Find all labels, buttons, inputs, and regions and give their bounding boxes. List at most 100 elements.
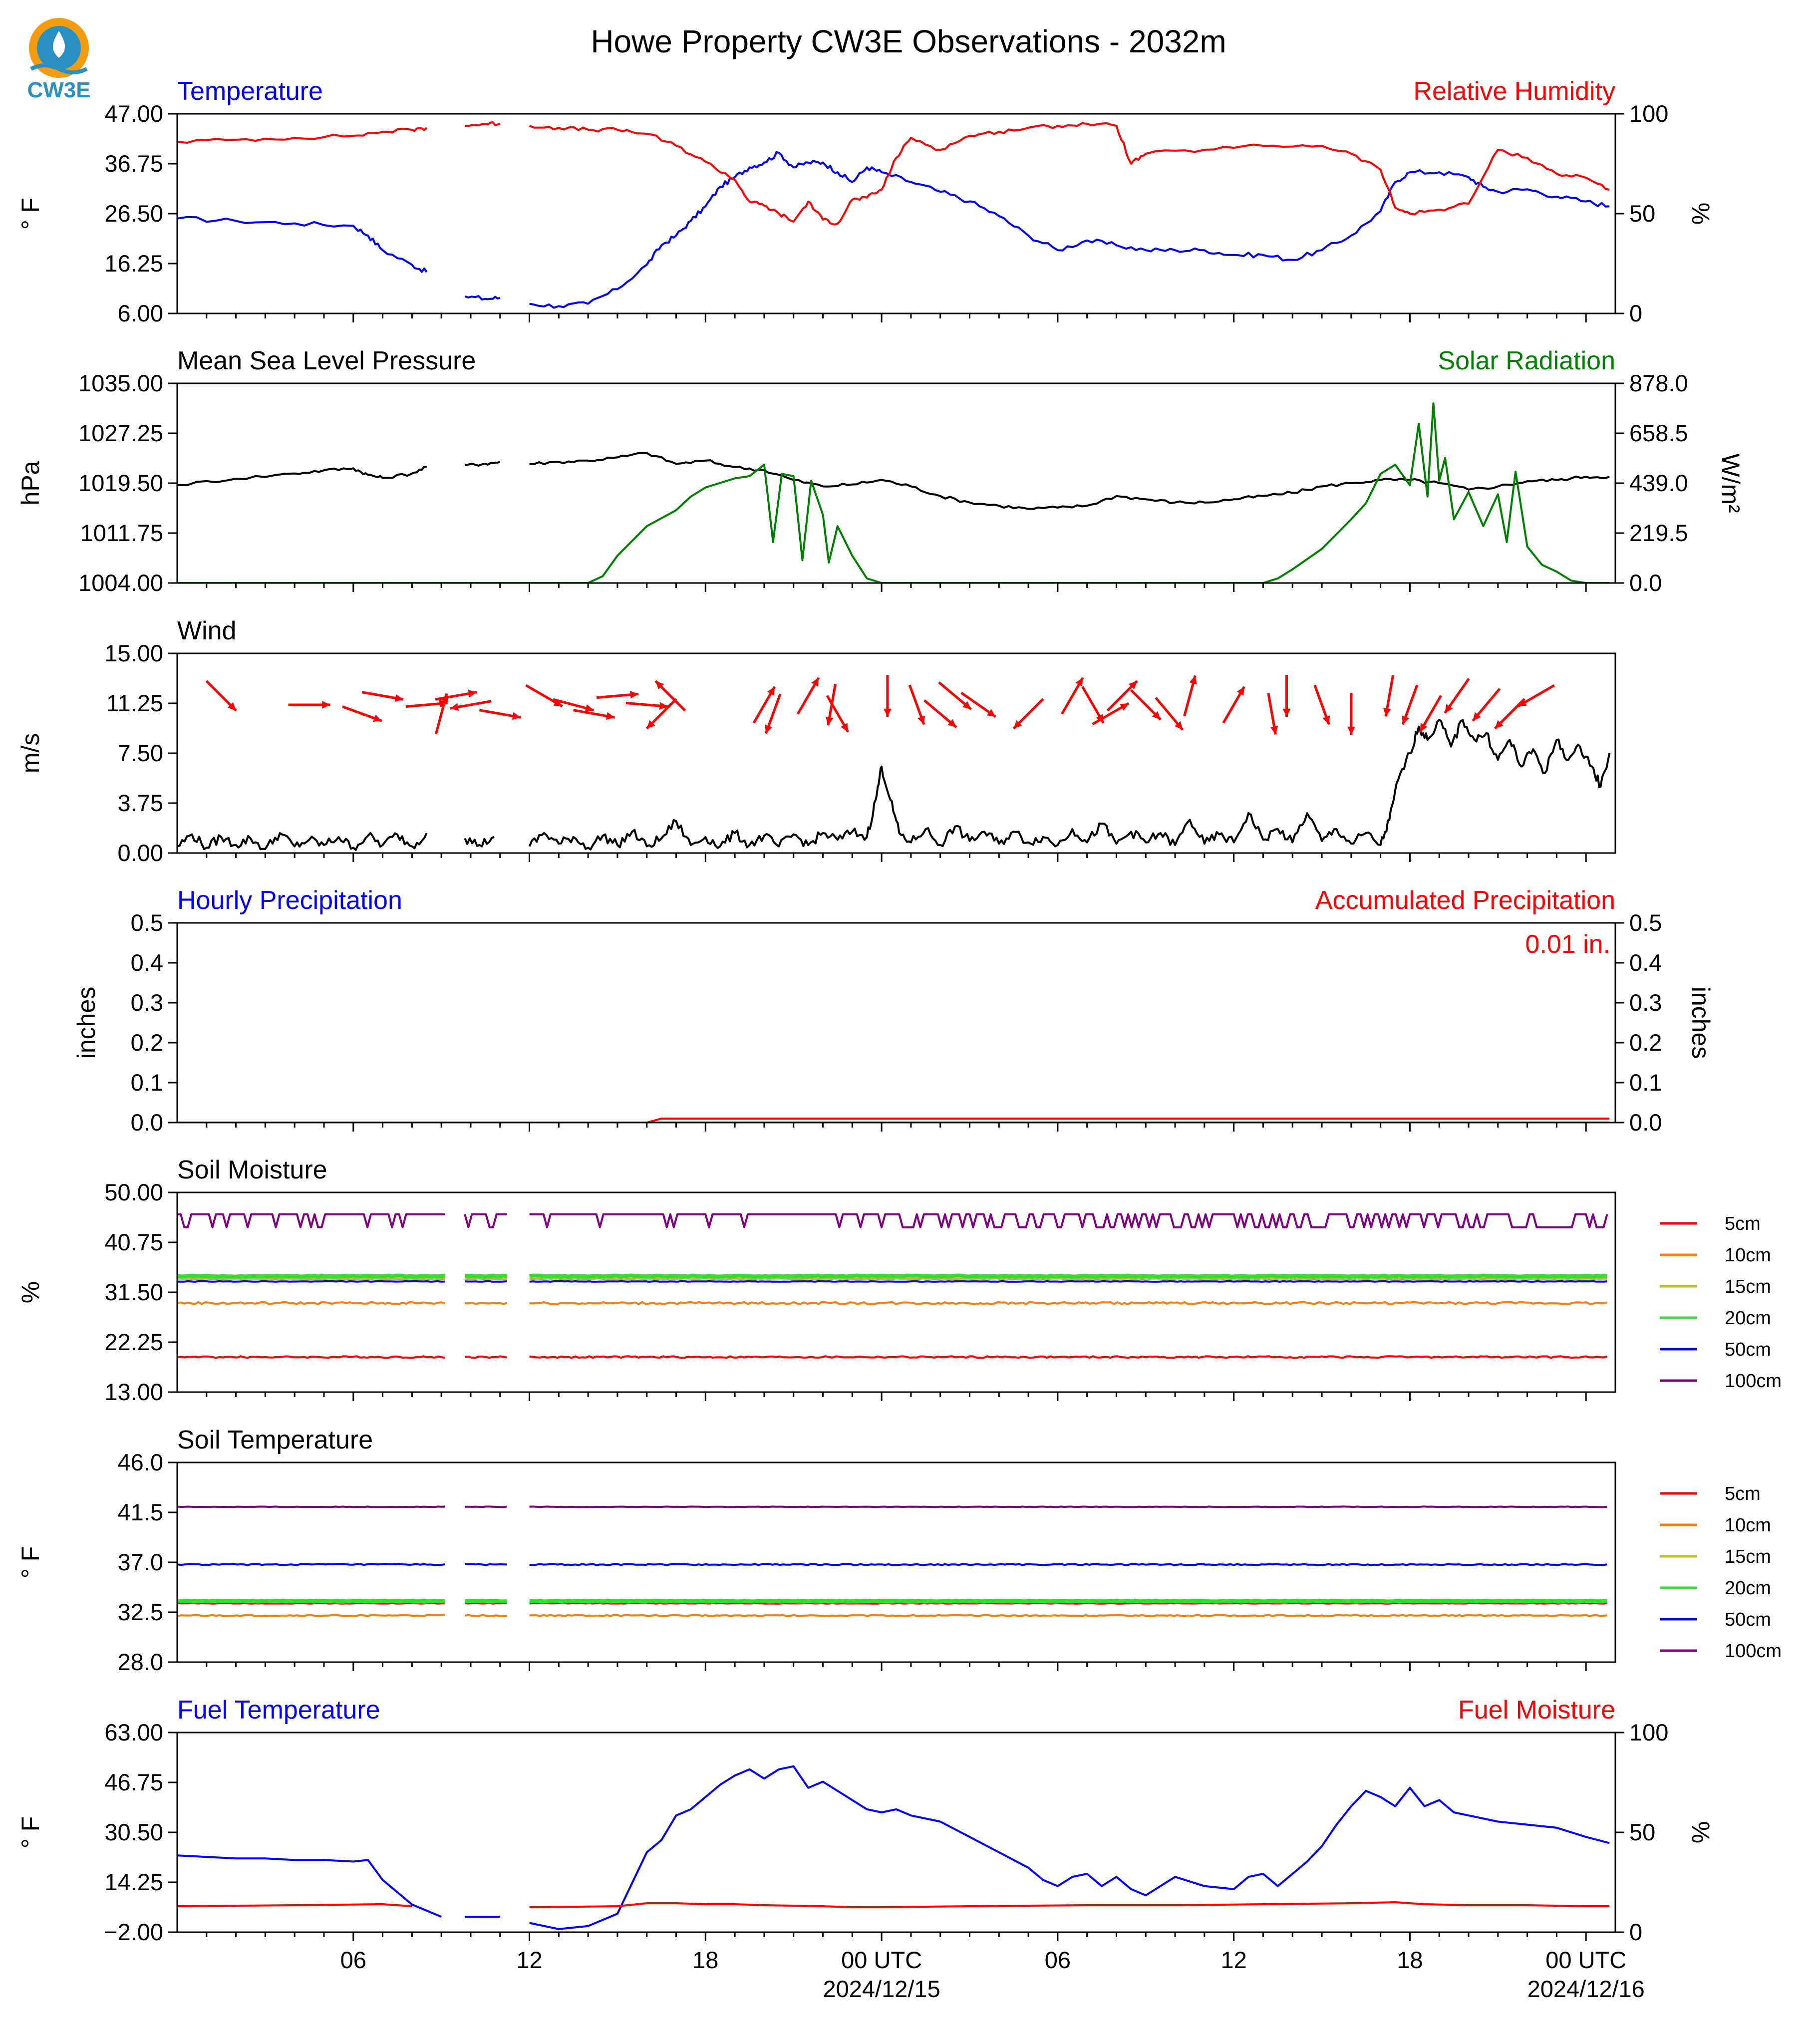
wind-arrowhead	[655, 681, 664, 690]
y-tick-label-left: 16.25	[104, 250, 163, 277]
panel-title-right: Relative Humidity	[1413, 77, 1615, 106]
wind-arrowhead	[1120, 703, 1129, 711]
chart-title: Howe Property CW3E Observations - 2032m	[591, 23, 1226, 59]
panel-soil_moisture: Soil Moisture 13.00 22.25 31.50 40.75 50.00% 5…	[16, 1156, 1782, 1405]
panel-title-left: Soil Moisture	[177, 1156, 327, 1184]
wind-arrowhead	[512, 712, 521, 720]
y-tick-label-left: 14.25	[104, 1869, 163, 1895]
legend-label: 100cm	[1725, 1641, 1782, 1662]
y-tick-label-left: 1035.00	[78, 370, 163, 396]
panel-frame	[176, 113, 1616, 314]
legend-label: 20cm	[1725, 1578, 1771, 1599]
wind-arrowhead	[468, 689, 477, 698]
panel-title-left: Soil Temperature	[177, 1426, 373, 1454]
wind-arrowhead	[553, 699, 563, 706]
y-tick-label-left: 0.1	[131, 1069, 163, 1096]
y-tick-label-left: 47.00	[104, 100, 163, 127]
legend-label: 50cm	[1725, 1339, 1771, 1360]
y-tick-label-left: 0.2	[131, 1029, 163, 1056]
plot-area	[177, 1118, 1610, 1123]
y-tick-label-left: 63.00	[104, 1719, 163, 1745]
series-line-15cm	[177, 1277, 1607, 1280]
y-tick-label-left: 1019.50	[78, 470, 163, 496]
y-tick-label-left: 50.00	[104, 1179, 163, 1205]
y-tick-label-right: 219.5	[1629, 520, 1688, 546]
y-tick-label-right: 0.5	[1629, 909, 1662, 936]
wind-arrowhead	[1420, 723, 1428, 732]
wind-arrowhead	[767, 686, 775, 696]
y-tick-label-left: 30.50	[104, 1819, 163, 1845]
wind-arrowhead	[1517, 699, 1527, 706]
series-line-wind-speed	[177, 719, 1611, 851]
y-axis-label-left: %	[16, 1281, 44, 1303]
y-tick-label-left: 46.0	[118, 1449, 163, 1475]
y-tick-label-left: 1011.75	[80, 520, 163, 546]
legend-label: 5cm	[1725, 1213, 1761, 1234]
legend-label: 15cm	[1725, 1546, 1771, 1567]
panel-title-left: Wind	[177, 616, 236, 645]
x-tick-label: 18	[1397, 1947, 1423, 1973]
legend: 5cm 10cm 15cm 20cm 50cm 100cm	[1660, 1213, 1782, 1392]
wind-arrowhead	[962, 701, 971, 709]
y-tick-label-right: 0.1	[1629, 1069, 1662, 1096]
y-tick-label-right: 658.5	[1629, 420, 1688, 446]
legend-label: 5cm	[1725, 1483, 1761, 1504]
wind-arrowhead	[1402, 715, 1409, 725]
x-tick-label: 00 UTC	[1545, 1947, 1626, 1973]
y-axis-label-right: %	[1687, 203, 1715, 225]
logo-wave-icon	[30, 63, 88, 74]
y-tick-label-right: 0.0	[1629, 1109, 1662, 1136]
y-axis-label-right: W/m²	[1717, 453, 1745, 513]
wind-arrowhead	[1128, 681, 1137, 690]
wind-arrowhead	[394, 694, 403, 702]
panel-frame	[176, 1461, 1616, 1663]
legend-label: 100cm	[1725, 1371, 1782, 1392]
series-line-20cm	[177, 1273, 1607, 1279]
y-tick-label-left: 32.5	[118, 1599, 163, 1625]
wind-arrowhead	[1236, 686, 1244, 696]
series-line-solar-radiation	[177, 402, 1610, 583]
y-tick-label-left: 37.0	[118, 1549, 163, 1575]
wind-arrows	[205, 675, 1555, 735]
y-tick-label-left: 22.25	[104, 1329, 163, 1355]
wind-arrowhead	[606, 712, 615, 720]
y-tick-label-left: 0.0	[131, 1109, 163, 1136]
y-tick-label-right: 439.0	[1629, 470, 1688, 496]
y-axis-label-left: ° F	[16, 1816, 44, 1848]
y-tick-label-right: 0	[1629, 1919, 1642, 1945]
series-line-10cm	[177, 1301, 1607, 1305]
wind-arrowhead	[1270, 726, 1278, 735]
series-line-5cm	[177, 1355, 1608, 1359]
x-tick-label: 06	[340, 1947, 366, 1973]
panel-title-left: Hourly Precipitation	[177, 886, 402, 915]
y-tick-label-left: 0.5	[131, 909, 163, 936]
x-tick-label: 18	[692, 1947, 718, 1973]
panel-fuel: Fuel Temperature Fuel Moisture −2.00 14.25 3…	[16, 1696, 1715, 1945]
wind-arrowhead	[1189, 675, 1197, 685]
panel-title-right: Solar Radiation	[1438, 346, 1615, 375]
series-line-fuel-temperature	[177, 1765, 1610, 1930]
wind-arrowhead	[1152, 711, 1161, 720]
y-tick-label-right: 0	[1629, 300, 1642, 326]
y-tick-label-left: 1027.25	[78, 420, 163, 446]
legend-label: 10cm	[1725, 1515, 1771, 1536]
series-line-100cm	[177, 1505, 1607, 1508]
panel-title-left: Mean Sea Level Pressure	[177, 346, 476, 375]
y-tick-label-left: 0.00	[118, 840, 163, 866]
series-line-temperature	[177, 151, 1610, 309]
panel-soil_temperature: Soil Temperature 28.0 32.5 37.0 41.5 46.0 ° F 5…	[16, 1426, 1782, 1675]
panel-temperature: Temperature Relative Humidity 6.00 16.25 26.…	[16, 77, 1715, 326]
wind-arrowhead	[1473, 712, 1481, 721]
x-tick-label: 06	[1045, 1947, 1071, 1973]
y-tick-label-right: 100	[1629, 1719, 1668, 1745]
y-axis-label-left: ° F	[16, 1546, 44, 1578]
plot-area	[177, 719, 1611, 851]
panels: Temperature Relative Humidity 6.00 16.25 26.…	[16, 77, 1782, 1945]
y-tick-label-left: 0.4	[131, 949, 163, 976]
legend: 5cm 10cm 15cm 20cm 50cm 100cm	[1660, 1483, 1782, 1662]
panel-title-left: Temperature	[177, 77, 323, 106]
y-tick-label-left: 40.75	[104, 1229, 163, 1255]
wind-arrowhead	[322, 701, 330, 709]
wind-arrowhead	[372, 714, 382, 722]
